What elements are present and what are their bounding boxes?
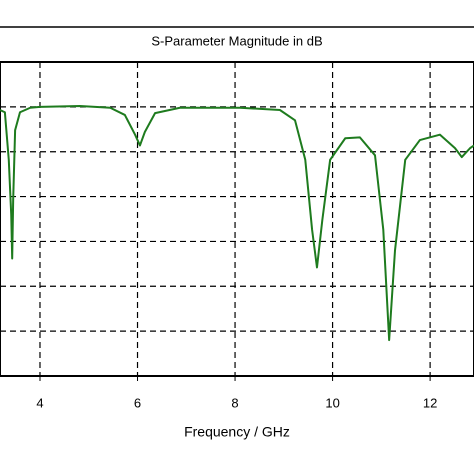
x-tick-label: 8 xyxy=(231,395,238,410)
x-tick-label: 10 xyxy=(325,395,339,410)
chart-title: S-Parameter Magnitude in dB xyxy=(151,33,322,48)
x-tick-label: 6 xyxy=(134,395,141,410)
plot-frame xyxy=(0,61,474,377)
data-line xyxy=(0,104,474,342)
x-tick-label: 4 xyxy=(36,395,43,410)
x-tick-label: 12 xyxy=(423,395,437,410)
x-axis-label: Frequency / GHz xyxy=(184,424,290,440)
